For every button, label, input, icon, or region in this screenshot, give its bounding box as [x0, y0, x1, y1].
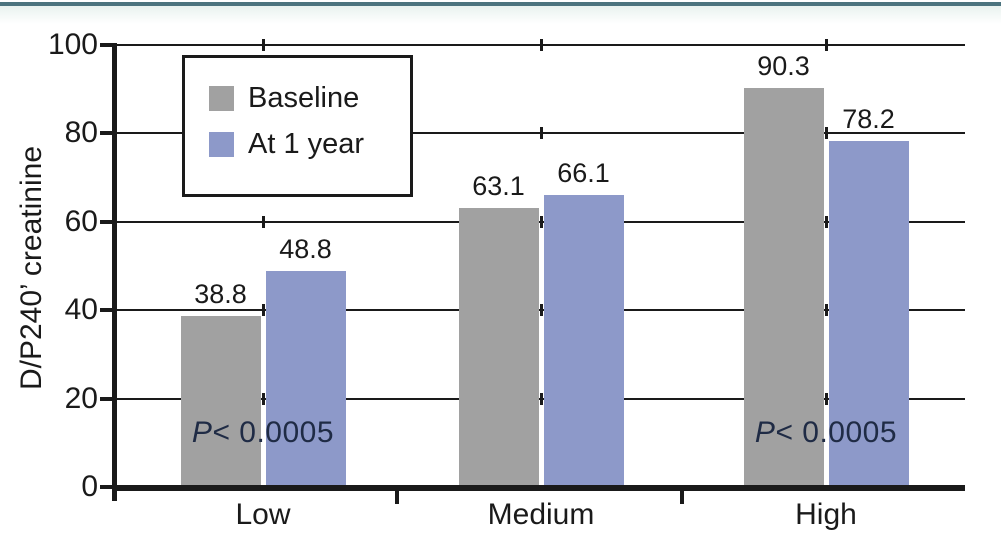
- category-label-medium: Medium: [487, 498, 595, 531]
- bar-at-1-year-high: [828, 141, 909, 487]
- y-tick-80: [100, 131, 112, 136]
- legend: Baseline At 1 year: [182, 55, 413, 197]
- legend-label-baseline: Baseline: [248, 82, 360, 114]
- at-1-year-swatch-icon: [209, 132, 234, 157]
- y-tick-label-20: 20: [64, 381, 98, 415]
- y-tick-label-60: 60: [64, 204, 98, 238]
- gridline-center-tick: [824, 39, 828, 51]
- y-tick-20: [100, 396, 112, 401]
- gridline-center-tick: [261, 304, 265, 317]
- value-label-baseline-high: 90.3: [757, 50, 810, 81]
- value-label-baseline-low: 38.8: [194, 278, 247, 309]
- bar-at-1-year-low: [265, 271, 346, 487]
- gridline-center-tick: [539, 304, 543, 317]
- y-tick-label-80: 80: [64, 116, 98, 150]
- category-label-low: Low: [235, 498, 291, 531]
- y-tick-label-40: 40: [64, 293, 98, 327]
- p-value-annotation-high: P< 0.0005: [686, 416, 966, 450]
- category-label-high: High: [795, 498, 857, 531]
- legend-label-at-1-year: At 1 year: [248, 128, 365, 160]
- gridline-center-tick: [824, 215, 828, 228]
- y-tick-label-100: 100: [47, 28, 98, 61]
- gridline-center-tick: [539, 39, 543, 51]
- value-label-at-1-year-high: 78.2: [842, 104, 895, 135]
- gridline-center-tick: [261, 392, 265, 405]
- bar-baseline-high: [743, 87, 824, 487]
- p-value-text: < 0.0005: [212, 416, 335, 449]
- y-tick-label-0: 0: [81, 470, 98, 503]
- p-value-annotation-low: P< 0.0005: [123, 416, 403, 450]
- legend-item-at-1-year: At 1 year: [209, 128, 410, 160]
- value-label-at-1-year-medium: 66.1: [557, 157, 610, 188]
- gridline-center-tick: [539, 392, 543, 405]
- y-tick-100: [100, 43, 112, 47]
- baseline-swatch-icon: [209, 86, 234, 111]
- bar-baseline-medium: [458, 208, 539, 487]
- gridline-center-tick: [539, 127, 543, 140]
- legend-item-baseline: Baseline: [209, 82, 410, 114]
- gridline-center-tick: [824, 304, 828, 317]
- y-axis-title: D/P240’ creatinine: [15, 145, 48, 391]
- gridline-center-tick: [539, 215, 543, 228]
- value-label-at-1-year-low: 48.8: [279, 234, 332, 265]
- p-value-symbol: P: [191, 416, 213, 449]
- y-tick-0: [100, 485, 112, 489]
- y-tick-40: [100, 308, 112, 313]
- y-tick-60: [100, 219, 112, 224]
- y-axis: [112, 43, 117, 501]
- gridline-center-tick: [261, 215, 265, 228]
- x-boundary-tick: [680, 491, 684, 504]
- gridline-center-tick: [824, 392, 828, 405]
- gridline-center-tick: [824, 127, 828, 140]
- bar-baseline-low: [180, 315, 261, 487]
- top-accent-bar: [0, 2, 1001, 6]
- top-accent-gradient: [0, 6, 1001, 24]
- gridline-center-tick: [261, 39, 265, 51]
- bar-at-1-year-medium: [543, 194, 624, 487]
- p-value-text: < 0.0005: [775, 416, 898, 449]
- p-value-symbol: P: [754, 416, 776, 449]
- value-label-baseline-medium: 63.1: [472, 171, 525, 202]
- x-boundary-tick: [395, 491, 399, 504]
- x-axis: [112, 485, 965, 491]
